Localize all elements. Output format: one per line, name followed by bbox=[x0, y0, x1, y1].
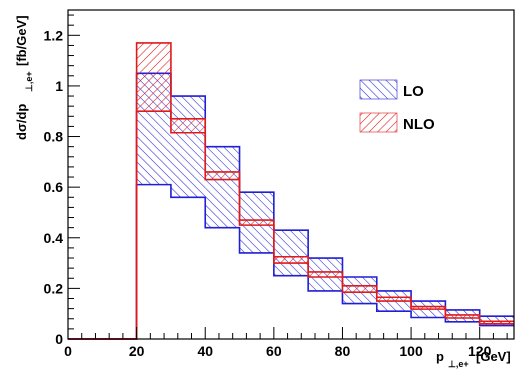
x-axis-title-sub: ⊥,e+ bbox=[448, 359, 469, 369]
series-nlo bbox=[68, 42, 514, 340]
bin-nlo-20 bbox=[136, 42, 171, 112]
x-tick-label: 0 bbox=[64, 343, 72, 359]
bin-lo-30 bbox=[170, 96, 206, 198]
y-tick-label: 0.4 bbox=[44, 230, 64, 246]
x-axis-title: p ⊥,e+ [GeV] bbox=[436, 349, 511, 369]
legend-entry-nlo: NLO bbox=[359, 112, 435, 133]
legend-label-nlo: NLO bbox=[403, 116, 435, 133]
x-tick-label: 40 bbox=[197, 343, 213, 359]
x-tick-label: 80 bbox=[335, 343, 351, 359]
bin-nlo-70 bbox=[308, 271, 343, 277]
legend-entry-lo: LO bbox=[359, 79, 424, 100]
y-tick-label: 0.6 bbox=[44, 179, 64, 195]
histogram-bands bbox=[68, 42, 514, 340]
bin-lo-60 bbox=[273, 230, 309, 276]
bin-nlo-60 bbox=[273, 256, 309, 264]
step-upper-nlo bbox=[68, 42, 514, 340]
y-tick-label: 0.2 bbox=[44, 280, 64, 296]
legend-swatch-lo bbox=[359, 79, 398, 100]
plot-border bbox=[67, 9, 515, 340]
y-tick-label: 0.8 bbox=[44, 129, 64, 145]
y-tick-label: 1 bbox=[55, 78, 63, 94]
bin-nlo-100 bbox=[411, 306, 446, 310]
x-tick-label: 60 bbox=[266, 343, 282, 359]
series-lo bbox=[68, 72, 514, 340]
y-axis-title-unit: [fb/GeV] bbox=[14, 15, 29, 66]
x-tick-label: 20 bbox=[129, 343, 145, 359]
axis-ticks bbox=[67, 14, 508, 340]
bin-lo-40 bbox=[205, 146, 240, 228]
plot-frame bbox=[67, 9, 515, 340]
legend-label-lo: LO bbox=[403, 83, 424, 100]
x-tick-label: 100 bbox=[399, 343, 423, 359]
bin-nlo-80 bbox=[342, 285, 377, 293]
bin-nlo-50 bbox=[239, 220, 274, 226]
x-axis-title-unit: [GeV] bbox=[476, 349, 511, 364]
legend: LO NLO bbox=[359, 79, 435, 133]
bin-nlo-90 bbox=[376, 297, 412, 302]
step-lower-nlo bbox=[68, 110, 514, 340]
y-tick-label: 0 bbox=[55, 331, 63, 347]
bin-nlo-40 bbox=[205, 171, 240, 180]
bin-nlo-120 bbox=[479, 321, 514, 324]
axis-tick-labels: 0 20 40 60 80 100 120 0 0.2 0.4 0.6 0.8 1 1.2 bbox=[44, 27, 492, 359]
bin-nlo-110 bbox=[445, 314, 480, 318]
step-upper-lo bbox=[68, 72, 514, 340]
y-tick-label: 1.2 bbox=[44, 27, 64, 43]
x-axis-title-main: p bbox=[436, 349, 444, 364]
x-tick-label: 120 bbox=[468, 343, 492, 359]
y-axis-title-main: dσ/dp bbox=[14, 104, 29, 140]
bin-nlo-30 bbox=[170, 118, 206, 133]
y-axis-title-sub: ⊥,e+ bbox=[24, 71, 34, 92]
y-axis-title: dσ/dp ⊥,e+ [fb/GeV] bbox=[14, 15, 34, 140]
legend-swatch-nlo bbox=[359, 112, 398, 133]
